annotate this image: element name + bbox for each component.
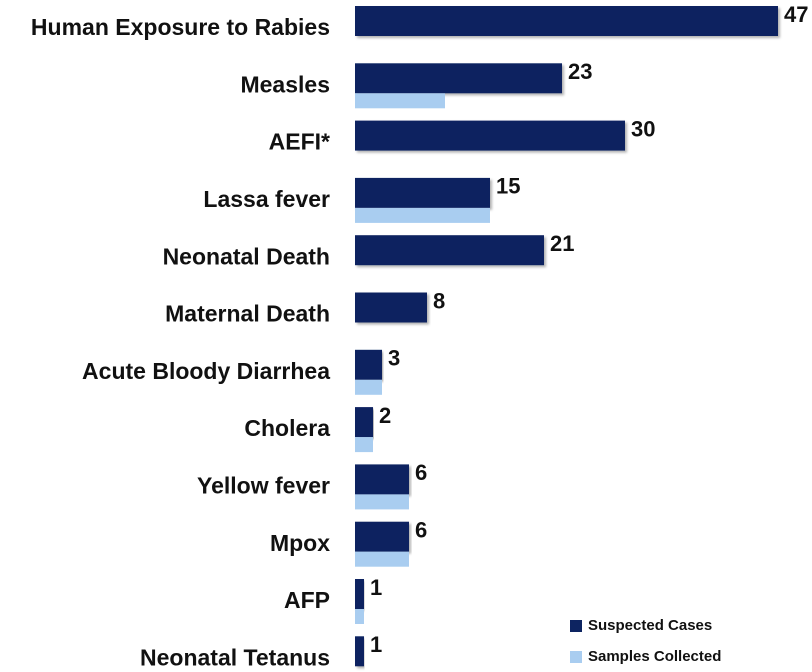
legend-swatch <box>570 651 582 663</box>
value-label: 6 <box>415 460 427 485</box>
category-label: Acute Bloody Diarrhea <box>82 358 330 384</box>
bar <box>355 120 625 151</box>
bar <box>355 464 409 495</box>
category-label: AFP <box>284 587 330 613</box>
bar <box>355 93 445 109</box>
bar <box>355 551 409 567</box>
legend-swatch <box>570 620 582 632</box>
bar <box>355 349 382 380</box>
category-label: Measles <box>240 71 330 97</box>
category-label: Human Exposure to Rabies <box>31 14 330 40</box>
category-label: Maternal Death <box>165 301 330 327</box>
legend-label: Suspected Cases <box>588 617 712 634</box>
value-label: 47 <box>784 2 808 27</box>
bar <box>355 292 427 323</box>
bar <box>355 207 490 223</box>
value-label: 23 <box>568 59 592 84</box>
bar <box>355 579 364 609</box>
bar <box>355 177 490 208</box>
category-label: Cholera <box>244 415 330 441</box>
bar <box>355 407 373 438</box>
value-label: 8 <box>433 288 445 313</box>
value-label: 3 <box>388 346 400 371</box>
value-label: 1 <box>370 632 382 657</box>
bar <box>355 521 409 552</box>
category-label: Yellow fever <box>197 472 330 498</box>
value-label: 2 <box>379 403 391 428</box>
bar <box>355 437 373 453</box>
bar <box>355 63 562 94</box>
value-label: 30 <box>631 116 655 141</box>
bar <box>355 636 364 667</box>
value-label: 1 <box>370 575 382 600</box>
legend-label: Samples Collected <box>588 648 721 665</box>
bar <box>355 235 544 266</box>
bar <box>355 609 364 624</box>
category-label: Neonatal Tetanus <box>140 644 330 670</box>
bar <box>355 6 778 36</box>
value-label: 6 <box>415 518 427 543</box>
category-label: Neonatal Death <box>163 243 330 269</box>
bar <box>355 379 382 395</box>
bar <box>355 494 409 510</box>
category-label: AEFI* <box>269 129 330 155</box>
category-label: Mpox <box>270 530 330 556</box>
value-label: 21 <box>550 231 574 256</box>
category-label: Lassa fever <box>203 186 330 212</box>
value-label: 15 <box>496 174 520 199</box>
